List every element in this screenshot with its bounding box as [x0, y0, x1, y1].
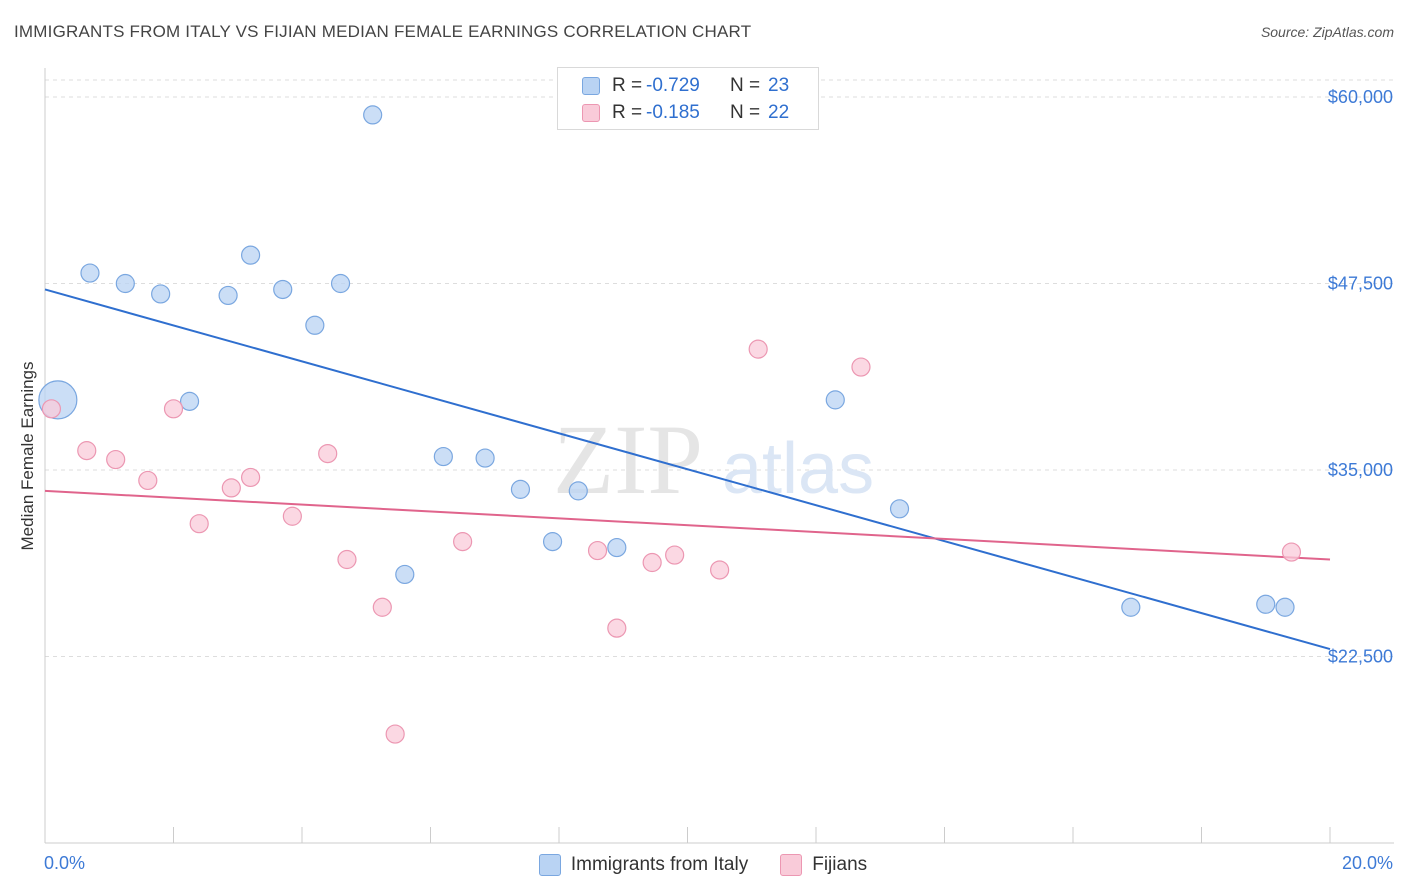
fijians-point	[385, 724, 405, 744]
y-axis-title: Median Female Earnings	[18, 362, 37, 551]
n-label: N =	[730, 102, 761, 123]
chart-title: IMMIGRANTS FROM ITALY VS FIJIAN MEDIAN F…	[14, 22, 752, 41]
italy-point	[889, 499, 910, 519]
italy-point	[542, 532, 563, 552]
fijians-point	[77, 441, 97, 461]
fijians-point	[221, 478, 241, 498]
fijians-point	[851, 357, 871, 377]
italy-point	[218, 285, 238, 306]
fijians-point	[748, 339, 768, 359]
italy-point	[241, 245, 261, 265]
fijians-point	[642, 552, 662, 573]
fijians-point	[453, 532, 473, 552]
italy-legend-label: Immigrants from Italy	[570, 854, 749, 875]
fijians-point	[710, 560, 730, 580]
r-value-fijians: -0.185	[646, 102, 700, 123]
italy-point	[825, 390, 845, 410]
y-tick-label: $60,000	[1328, 87, 1393, 107]
italy-legend-swatch	[538, 854, 561, 876]
fijians-point	[106, 449, 126, 470]
fijians-point	[372, 597, 392, 617]
italy-point	[475, 448, 495, 468]
italy-point	[363, 105, 383, 125]
legend-item-italy[interactable]: Immigrants from Italy	[538, 854, 749, 876]
stats-legend: R = -0.729 N = 23 R = -0.185 N = 22	[557, 67, 819, 130]
fijians-point	[665, 545, 685, 565]
italy-trend-line	[44, 288, 1331, 651]
n-label: N =	[730, 75, 761, 96]
points-layer	[38, 105, 1302, 744]
fijians-point	[587, 540, 608, 561]
legend-row-fijians: R = -0.185 N = 22	[582, 100, 789, 126]
legend-row-italy: R = -0.729 N = 23	[582, 73, 789, 99]
r-label: R =	[612, 75, 643, 96]
italy-point	[510, 479, 531, 499]
y-tick-label: $22,500	[1328, 647, 1393, 667]
r-value-italy: -0.729	[646, 75, 700, 96]
n-value-fijians: 22	[768, 102, 790, 123]
italy-point	[433, 446, 453, 467]
italy-point	[80, 263, 100, 283]
source-credit: Source: ZipAtlas.com	[1260, 24, 1394, 40]
italy-point	[179, 391, 200, 411]
fijians-point	[41, 399, 62, 419]
italy-point	[395, 564, 415, 585]
n-value-italy: 23	[768, 75, 790, 96]
x-tick-label: 0.0%	[44, 853, 85, 873]
axis-layer	[44, 68, 1394, 844]
fijians-point	[189, 514, 209, 534]
y-tick-label: $47,500	[1328, 274, 1393, 294]
fijians-point	[607, 618, 627, 638]
watermark: ZIP atlas	[553, 404, 874, 515]
italy-point	[151, 284, 171, 304]
trend-layer	[44, 288, 1331, 651]
legend-item-fijians[interactable]: Fijians	[780, 854, 867, 876]
italy-point	[1275, 597, 1295, 617]
fijians-point	[1281, 542, 1302, 562]
italy-point	[568, 481, 588, 501]
italy-point	[305, 315, 325, 335]
x-tick-label: 20.0%	[1342, 853, 1393, 873]
y-tick-label: $35,000	[1328, 460, 1393, 480]
fijians-point	[163, 399, 184, 419]
italy-point	[115, 273, 135, 294]
italy-point	[330, 273, 351, 294]
fijians-legend-label: Fijians	[812, 854, 868, 875]
fijians-point	[241, 467, 261, 488]
italy-swatch	[582, 77, 600, 95]
fijians-point	[337, 549, 357, 570]
fijians-trend-line	[44, 489, 1331, 561]
fijians-legend-swatch	[780, 854, 803, 876]
italy-point	[1256, 594, 1276, 614]
r-label: R =	[612, 102, 643, 123]
italy-point	[1121, 597, 1141, 617]
fijians-point	[138, 470, 158, 491]
fijians-point	[318, 443, 338, 464]
label-layer: $22,500 $35,000 $47,500 $60,000 0.0% 20.0% Med…	[18, 87, 1393, 873]
fijians-swatch	[582, 104, 600, 122]
fijians-point	[282, 506, 302, 526]
series-legend: Immigrants from Italy Fijians	[0, 852, 1406, 878]
italy-point	[273, 279, 293, 300]
watermark-atlas: atlas	[722, 429, 874, 509]
italy-point	[607, 537, 627, 558]
